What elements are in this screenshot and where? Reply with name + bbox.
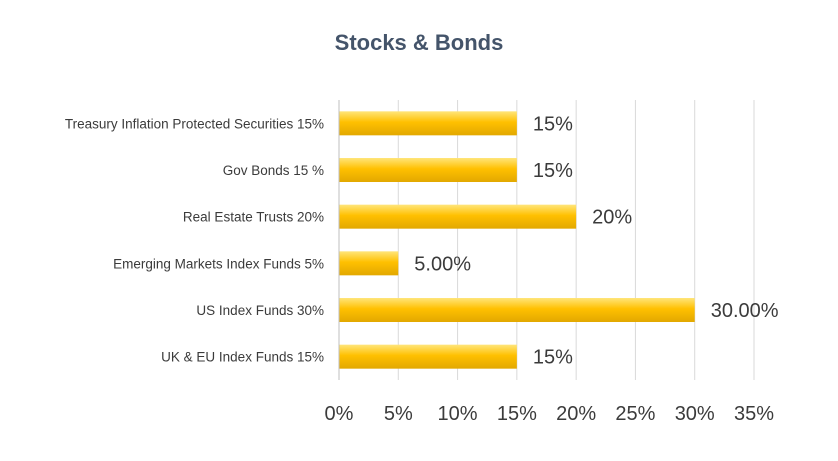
category-label: Real Estate Trusts 20% xyxy=(183,210,324,225)
data-label: 20% xyxy=(592,207,632,229)
bar xyxy=(339,158,517,182)
x-tick-label: 15% xyxy=(497,403,537,425)
x-tick-label: 25% xyxy=(615,403,655,425)
bar xyxy=(339,344,517,369)
data-label: 30.00% xyxy=(711,300,779,322)
category-label: Emerging Markets Index Funds 5% xyxy=(113,256,324,271)
x-tick-label: 0% xyxy=(325,403,354,425)
bar xyxy=(339,111,517,136)
data-label: 15% xyxy=(533,160,573,182)
category-label: US Index Funds 30% xyxy=(196,303,324,318)
x-tick-label: 20% xyxy=(556,403,596,425)
data-label: 15% xyxy=(533,347,573,369)
chart-title: Stocks & Bonds xyxy=(334,30,504,55)
bar xyxy=(339,251,399,276)
data-label: 5.00% xyxy=(414,253,471,275)
x-tick-label: 35% xyxy=(734,403,774,425)
bar xyxy=(339,204,577,229)
x-tick-label: 5% xyxy=(384,403,413,425)
bar xyxy=(339,298,695,322)
category-label: Gov Bonds 15 % xyxy=(223,163,324,178)
category-label: Treasury Inflation Protected Securities … xyxy=(65,116,324,131)
category-label: UK & EU Index Funds 15% xyxy=(161,350,324,365)
x-tick-label: 30% xyxy=(675,403,715,425)
x-tick-label: 10% xyxy=(438,403,478,425)
data-label: 15% xyxy=(533,113,573,135)
